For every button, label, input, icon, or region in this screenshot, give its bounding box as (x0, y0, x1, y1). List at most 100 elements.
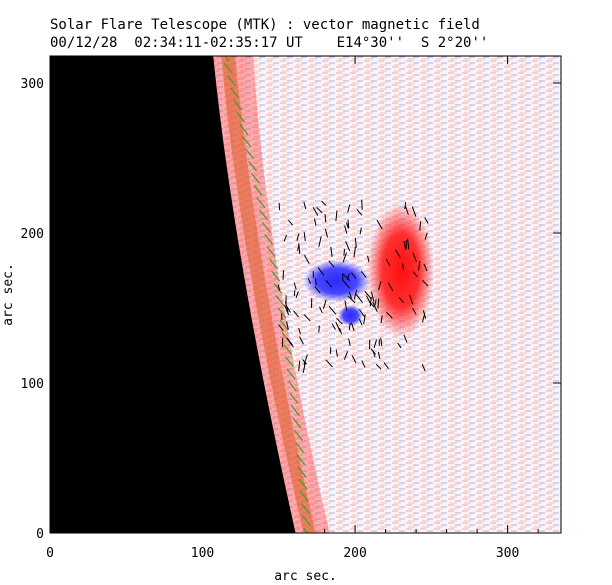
field-vector (377, 351, 381, 359)
field-vector (394, 249, 401, 258)
x-tick-label: 0 (46, 546, 54, 561)
limb-vector (298, 478, 308, 490)
negative-polarity-region (303, 260, 371, 302)
field-vector (359, 227, 362, 235)
field-vector (288, 219, 294, 226)
x-tick-label: 300 (496, 546, 519, 561)
field-vector (356, 209, 363, 216)
field-vector (293, 282, 297, 290)
limb-vector (233, 99, 243, 111)
field-vector (364, 290, 373, 300)
field-vector (296, 233, 300, 241)
field-vector (302, 362, 306, 373)
field-vector (342, 280, 351, 289)
field-vector (424, 232, 428, 240)
field-vector (405, 206, 409, 215)
limb-vector (226, 75, 236, 86)
field-vector (351, 355, 357, 364)
field-vector (298, 360, 301, 372)
field-vector (408, 294, 414, 305)
field-vector (373, 339, 378, 349)
field-vector (348, 338, 351, 346)
field-vector (318, 325, 320, 333)
field-vector (347, 219, 350, 229)
field-vector (278, 324, 284, 331)
y-tick-label: 100 (21, 377, 44, 392)
field-vector (324, 228, 329, 238)
limb-vector (256, 197, 266, 209)
field-vector (423, 263, 428, 272)
field-vector (307, 277, 312, 284)
field-vector (293, 310, 299, 318)
limb-vector (283, 344, 293, 355)
field-vector (421, 313, 426, 323)
field-vector (375, 363, 382, 370)
limb-vector (236, 111, 246, 123)
field-vector (374, 299, 377, 306)
limb-vector (223, 62, 233, 74)
field-vector (284, 301, 289, 313)
field-vector (383, 362, 389, 369)
field-vector (412, 271, 418, 278)
limb-vector (288, 380, 298, 392)
field-vector (324, 214, 327, 223)
field-vector (322, 299, 327, 309)
field-vector (370, 291, 375, 302)
field-vector (299, 336, 304, 345)
field-vector (303, 201, 307, 209)
limb-vector (293, 429, 303, 441)
field-vector (316, 207, 323, 214)
field-vector (350, 322, 355, 331)
field-vector (355, 293, 363, 303)
field-vector (286, 305, 291, 313)
field-vector (342, 252, 348, 263)
limb-vector (261, 221, 271, 233)
field-vector (350, 272, 357, 279)
field-vector (302, 359, 307, 365)
limb-vector (273, 283, 283, 294)
field-vector (286, 337, 293, 346)
field-vector (354, 237, 357, 248)
field-vector (411, 206, 417, 217)
field-vector (325, 280, 333, 288)
field-vector (283, 234, 288, 242)
field-vector (358, 318, 363, 326)
limb-vector (230, 87, 240, 99)
field-vector (386, 311, 393, 319)
field-vector (343, 249, 346, 256)
field-vector (319, 306, 323, 314)
limb-vector (268, 258, 278, 270)
field-vector (303, 255, 310, 264)
field-vector (422, 279, 429, 287)
limb-vector (300, 503, 310, 514)
field-vector (419, 221, 422, 231)
field-vector (369, 301, 375, 308)
field-vector (412, 252, 417, 262)
limb-vector (291, 405, 301, 417)
field-vector (346, 222, 349, 229)
field-vector (363, 314, 366, 325)
observation-time: 00/12/28 02:34:11-02:35:17 UT (50, 35, 303, 51)
limb-vector (250, 172, 260, 184)
limb-vector (292, 417, 302, 429)
field-vector (303, 232, 306, 242)
field-vector (348, 322, 351, 331)
field-vector (418, 261, 421, 271)
limb-vector (275, 295, 285, 306)
field-vector (277, 284, 281, 291)
limb-vector (264, 234, 274, 245)
field-vector (404, 202, 407, 210)
field-vector (328, 305, 337, 315)
y-tick-label: 200 (21, 227, 44, 242)
field-vector (335, 321, 341, 332)
field-vector (403, 241, 407, 250)
field-vector (342, 273, 351, 282)
field-vector (407, 238, 410, 250)
field-vector (303, 314, 311, 322)
field-vector (318, 236, 322, 247)
field-vector (298, 327, 301, 335)
field-vector (370, 348, 377, 355)
field-vector (377, 281, 382, 291)
limb-vector (259, 209, 269, 221)
